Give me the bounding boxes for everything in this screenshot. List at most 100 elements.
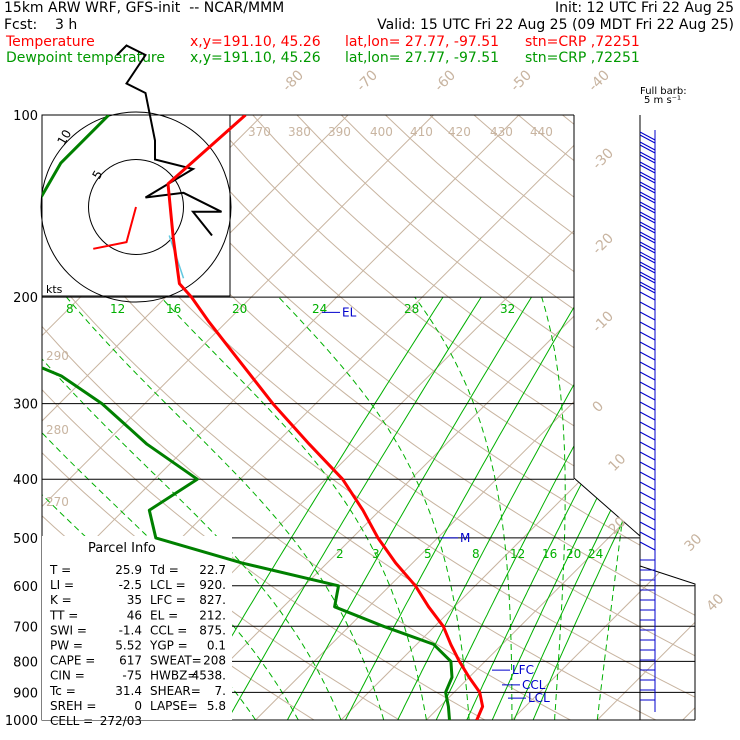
- dewpoint-station: stn=CRP ,72251: [525, 50, 640, 66]
- wind-barb: [639, 451, 656, 461]
- isotherm-label: -10: [590, 308, 617, 335]
- parcel-param-name: YGP =: [149, 639, 188, 653]
- mixing-ratio-label: 16: [166, 302, 181, 316]
- isotherm-line: [42, 115, 349, 720]
- mixing-ratio-label: 3: [372, 547, 380, 561]
- wind-barb: [639, 441, 656, 451]
- wind-barb: [639, 481, 656, 491]
- theta-label: 400: [370, 125, 393, 139]
- wind-barb: [639, 281, 656, 291]
- wind-barb: [639, 194, 656, 204]
- wind-barb: [639, 184, 656, 194]
- mixing-ratio-label: 24: [588, 547, 603, 561]
- dry-adiabat-line: [385, 115, 695, 720]
- dry-adiabat-line: [340, 115, 695, 720]
- parcel-param-value: 0.1: [207, 639, 226, 653]
- dry-adiabat-line: [429, 115, 695, 720]
- mixing-ratio-label: 2: [336, 547, 344, 561]
- mixing-ratio-line: [286, 296, 532, 720]
- mixing-ratio-line: [397, 296, 624, 720]
- wind-barb: [639, 274, 656, 284]
- parcel-info-table: Parcel Info T = 25.9 Td = 22.7 LI = -2.5 LCL = 9…: [42, 536, 232, 728]
- wind-barb: [639, 151, 656, 161]
- isotherm-label: 10: [606, 451, 630, 475]
- pressure-tick-label: 200: [13, 291, 38, 306]
- mixing-ratio-line: [435, 296, 656, 720]
- wind-barb: [639, 541, 656, 551]
- wind-barb: [639, 254, 656, 264]
- parcel-param-value: -75: [122, 669, 142, 683]
- moist-adiabat-line: [42, 296, 342, 720]
- sounding-profiles: [42, 115, 485, 720]
- parcel-param-name: LCL =: [150, 578, 186, 592]
- forecast-hour: Fcst: 3 h: [4, 17, 78, 33]
- hodograph-ring-5: [88, 159, 184, 255]
- parcel-param-value: 25.9: [115, 563, 142, 577]
- wind-barb: [639, 141, 656, 151]
- level-marker-label: LCL: [528, 691, 550, 705]
- wind-barb: [639, 251, 656, 261]
- parcel-param-name: SHEAR=: [150, 684, 201, 698]
- parcel-param-name: T =: [49, 563, 71, 577]
- mixing-ratio-line: [227, 296, 482, 720]
- hodograph-panel: [41, 114, 231, 297]
- temperature-station: stn=CRP ,72251: [525, 34, 640, 50]
- temperature-latlon: lat,lon= 27.77, -97.51: [345, 34, 500, 50]
- pressure-tick-label: 600: [13, 580, 38, 595]
- temperature-xy: x,y=191.10, 45.26: [190, 34, 321, 50]
- pressure-tick-label: 100: [13, 109, 38, 124]
- mixing-ratio-line: [491, 296, 695, 720]
- dewpoint-xy: x,y=191.10, 45.26: [190, 50, 321, 66]
- mixing-ratio-label: 28: [404, 302, 419, 316]
- parcel-param-name: LI =: [50, 578, 74, 592]
- mixing-ratio-label: 20: [566, 547, 581, 561]
- wind-barb: [639, 234, 656, 244]
- frame-right: [573, 115, 696, 720]
- moist-adiabat-line: [42, 296, 299, 720]
- init-time: Init: 12 UTC Fri 22 Aug 25: [554, 0, 734, 16]
- pressure-tick-label: 900: [13, 686, 38, 701]
- parcel-param-name: LFC =: [150, 593, 186, 607]
- wind-barb: [639, 311, 656, 321]
- isotherm-label: -60: [432, 67, 459, 94]
- wind-barb: [639, 511, 656, 521]
- parcel-param-value: 7.: [215, 684, 226, 698]
- isotherm-label: -70: [354, 67, 381, 94]
- dry-adiabat-line: [252, 115, 695, 720]
- parcel-param-value: 875.: [199, 623, 226, 637]
- isotherm-line: [0, 115, 6, 720]
- dry-adiabat-line: [42, 115, 695, 720]
- wind-barb: [639, 361, 656, 371]
- isotherm-label: 30: [682, 531, 706, 555]
- dry-adiabat-line: [163, 115, 695, 720]
- theta-label: 420: [448, 125, 471, 139]
- pressure-tick-label: 400: [13, 473, 38, 488]
- hodograph-ring-label: 10: [54, 127, 74, 147]
- frame-box: [41, 115, 641, 721]
- wind-barb: [639, 521, 656, 531]
- moist-adiabat-line: [160, 296, 427, 720]
- wind-barb: [639, 241, 656, 251]
- mixing-ratio-label: 20: [232, 302, 247, 316]
- parcel-panel: [42, 536, 232, 720]
- parcel-param-value: 617: [119, 654, 142, 668]
- plot-frame: [41, 115, 696, 721]
- parcel-param-value: 827.: [199, 593, 226, 607]
- wind-barbs: [639, 130, 656, 712]
- dewpoint-latlon: lat,lon= 27.77, -97.51: [345, 50, 500, 66]
- parcel-param-value: 920.: [199, 578, 226, 592]
- dewpoint-profile: [42, 115, 454, 720]
- parcel-param-name: EL =: [150, 608, 178, 622]
- isotherm-label: 20: [606, 514, 630, 538]
- parcel-param-name: CIN =: [50, 669, 85, 683]
- wind-barb: [639, 134, 656, 144]
- wind-barb: [639, 171, 656, 181]
- level-marker-label: EL: [342, 305, 357, 319]
- parcel-param-value: 0: [134, 699, 142, 713]
- mixing-ratio-label: 24: [312, 302, 327, 316]
- wind-barb: [639, 131, 656, 141]
- isotherm-line: [511, 115, 695, 720]
- wind-barb: [639, 201, 656, 211]
- wind-barb: [639, 181, 656, 191]
